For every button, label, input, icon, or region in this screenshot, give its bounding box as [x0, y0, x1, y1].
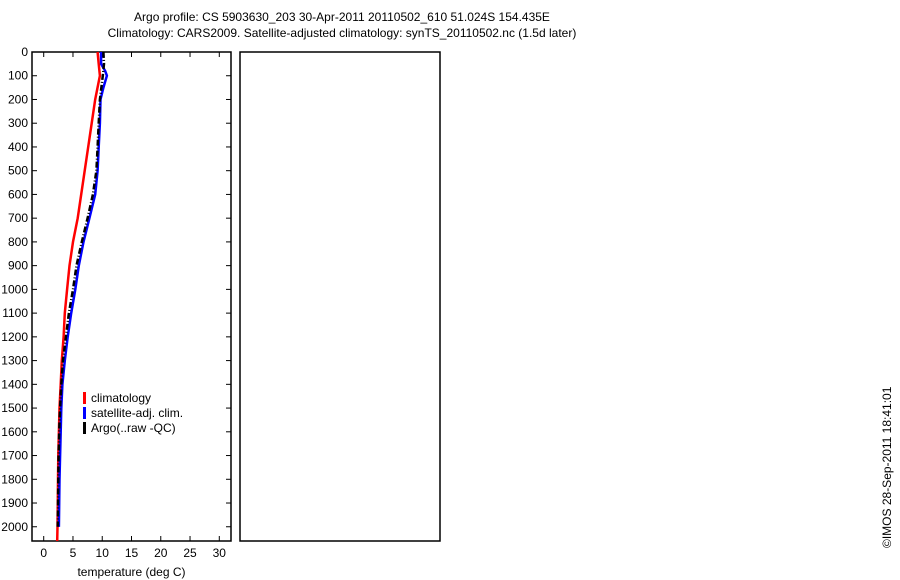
legend-argo-label: Argo(..raw -QC): [91, 421, 176, 435]
y-tick-label: 100: [8, 69, 28, 83]
y-tick-label: 1600: [1, 425, 28, 439]
y-tick-label: 800: [8, 235, 28, 249]
y-tick-label: 1300: [1, 354, 28, 368]
x-tick-label: 20: [154, 546, 168, 560]
y-tick-label: 900: [8, 259, 28, 273]
legend-climatology-swatch: [83, 392, 86, 404]
series-satellite-adj: [57, 52, 109, 527]
x-tick-label: 25: [183, 546, 197, 560]
temperature-panel: 0100200300400500600700800900100011001200…: [1, 45, 232, 579]
y-tick-label: 0: [21, 45, 28, 59]
legend-argo-swatch: [83, 422, 86, 434]
y-tick-label: 1800: [1, 472, 28, 486]
credit-text: ©IMOS 28-Sep-2011 18:41:01: [880, 386, 894, 548]
figure-title-line2: Climatology: CARS2009. Satellite-adjuste…: [108, 26, 577, 40]
x-tick-label: 10: [96, 546, 110, 560]
plot-frame: [31, 51, 232, 542]
series-argo: [56, 51, 106, 527]
y-tick-label: 1400: [1, 377, 28, 391]
y-tick-label: 1500: [1, 401, 28, 415]
y-tick-label: 1700: [1, 449, 28, 463]
y-tick-label: 1200: [1, 330, 28, 344]
y-tick-label: 500: [8, 164, 28, 178]
legend-satellite-label: satellite-adj. clim.: [91, 406, 183, 420]
y-tick-label: 400: [8, 140, 28, 154]
x-tick-label: 5: [70, 546, 77, 560]
y-tick-label: 1100: [2, 306, 28, 320]
legend-satellite-swatch: [83, 407, 86, 419]
plot-frame: [239, 51, 441, 542]
y-tick-label: 700: [8, 211, 28, 225]
x-tick-label: 0: [40, 546, 47, 560]
y-tick-label: 1900: [1, 496, 28, 510]
y-tick-label: 1000: [1, 282, 28, 296]
x-tick-label: 30: [213, 546, 227, 560]
legend-climatology-label: climatology: [91, 391, 151, 405]
x-tick-label: 15: [125, 546, 139, 560]
y-tick-label: 200: [8, 92, 28, 106]
y-tick-label: 2000: [1, 520, 28, 534]
y-tick-label: 600: [8, 187, 28, 201]
y-tick-label: 300: [8, 116, 28, 130]
x-axis-label: temperature (deg C): [77, 565, 185, 579]
salinity-panel: [239, 51, 441, 542]
figure-title-line1: Argo profile: CS 5903630_203 30-Apr-2011…: [134, 10, 550, 24]
series-climatology: [55, 51, 102, 542]
